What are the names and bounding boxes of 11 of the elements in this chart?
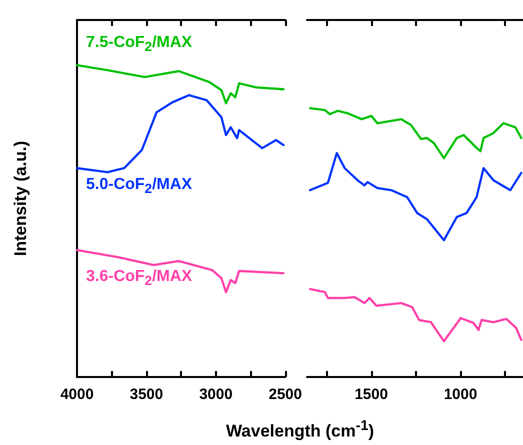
x-tick-label: 1000 — [444, 386, 478, 403]
x-tick-label: 2500 — [268, 386, 302, 403]
x-tick-label: 1500 — [354, 386, 388, 403]
series-label: 7.5-CoF$_{2}$/MAX — [86, 34, 192, 54]
y-axis-title: Intensity (a.u.) — [11, 140, 30, 256]
x-tick-label: 3000 — [199, 386, 233, 403]
x-tick-label: 3500 — [130, 386, 164, 403]
series-label: 5.0-CoF$_{2}$/MAX — [86, 176, 192, 196]
series-label: 3.6-CoF$_{2}$/MAX — [86, 268, 192, 288]
x-axis-title: Wavelength (cm$^{-1}$) — [225, 418, 375, 442]
x-tick-label: 4000 — [60, 386, 94, 403]
